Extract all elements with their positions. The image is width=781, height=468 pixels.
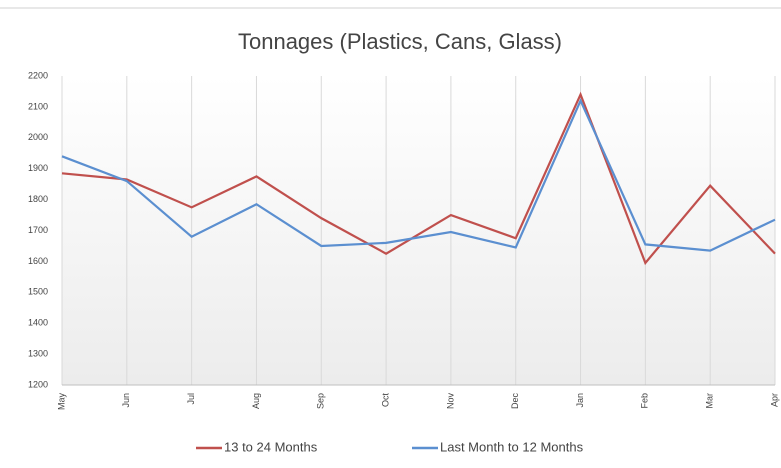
x-tick-label: Mar [705,393,715,409]
x-tick-label: Feb [640,393,650,409]
y-tick-label: 1900 [28,163,48,173]
x-tick-label: Apr [769,393,779,407]
y-tick-label: 1200 [28,379,48,389]
x-tick-label: Dec [510,393,520,410]
legend-label: 13 to 24 Months [224,439,318,454]
series-line [61,91,776,266]
x-tick-label: Nov [445,393,455,410]
x-tick-label: Jul [186,393,196,405]
x-tick-label: Sep [316,393,326,409]
y-tick-label: 1800 [28,194,48,204]
x-tick-label: Oct [380,393,390,408]
series-line [61,98,776,252]
y-tick-label: 2000 [28,132,48,142]
plot-area [62,76,775,385]
y-tick-label: 1300 [28,348,48,358]
y-tick-label: 1700 [28,225,48,235]
chart-title: Tonnages (Plastics, Cans, Glass) [238,29,562,54]
legend-label: Last Month to 12 Months [440,439,584,454]
x-tick-label: Jun [121,393,131,408]
y-tick-label: 2100 [28,101,48,111]
y-tick-label: 2200 [28,70,48,80]
x-tick-label: Aug [251,393,261,409]
y-tick-label: 1500 [28,287,48,297]
y-tick-label: 1600 [28,256,48,266]
y-tick-label: 1400 [28,318,48,328]
x-tick-label: Jan [575,393,585,408]
x-tick-label: May [56,393,66,411]
